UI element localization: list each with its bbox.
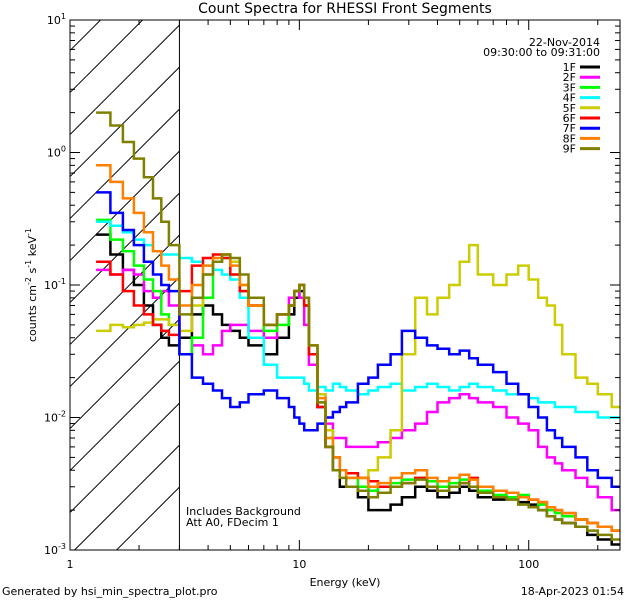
legend-label-5F: 5F (563, 102, 576, 115)
y-axis: 10-3 10-2 10-1 100 101 (44, 12, 620, 557)
annotation-background: Includes Background (186, 505, 301, 518)
hatch-line (70, 108, 180, 219)
y-tick-label: 100 (47, 145, 66, 160)
legend: 22-Nov-2014 09:30:00 to 09:31:00 1F2F3F4… (483, 36, 600, 156)
x-axis-label: Energy (keV) (310, 576, 381, 589)
legend-time-range: 09:30:00 to 09:31:00 (483, 46, 600, 59)
legend-date: 22-Nov-2014 (529, 36, 600, 49)
y-tick-label: 101 (47, 12, 66, 27)
series-layer (96, 111, 620, 546)
hatch-line (70, 24, 180, 135)
chart-title: Count Spectra for RHESSI Front Segments (198, 1, 492, 17)
y-tick-label: 10-2 (44, 410, 66, 425)
x-tick-label: 1 (67, 558, 74, 571)
y-tick-label: 10-1 (44, 277, 66, 292)
hatch-line (70, 318, 180, 429)
hatch-line (70, 150, 180, 261)
x-axis: 1 10 100 (67, 20, 599, 571)
annotation-attenuator: Att A0, FDecim 1 (186, 516, 279, 529)
legend-label-8F: 8F (563, 132, 576, 145)
hatched-region (70, 0, 180, 550)
footer-timestamp: 18-Apr-2023 01:54 (521, 585, 624, 598)
hatch-line (70, 20, 144, 93)
hatch-line (70, 66, 180, 177)
legend-label-9F: 9F (563, 143, 576, 156)
series-line-3F (96, 218, 620, 532)
footer-generated-by: Generated by hsi_min_spectra_plot.pro (2, 585, 218, 598)
hatch-line (70, 0, 179, 9)
legend-label-4F: 4F (563, 92, 576, 105)
series-line-7F (96, 191, 620, 489)
hatch-line (73, 444, 180, 550)
y-tick-label: 10-3 (44, 542, 66, 557)
legend-label-1F: 1F (563, 61, 576, 74)
legend-label-3F: 3F (563, 81, 576, 94)
hatch-line (115, 486, 180, 550)
series-line-9F (96, 111, 620, 541)
legend-label-7F: 7F (563, 122, 576, 135)
legend-label-6F: 6F (563, 112, 576, 125)
x-tick-label: 100 (518, 558, 539, 571)
hatch-line (70, 402, 180, 513)
hatch-line (70, 20, 102, 51)
hatch-line (70, 360, 180, 471)
series-line-4F (96, 220, 620, 419)
y-axis-label: counts cm-2 s-1 keV-1 (24, 228, 39, 342)
legend-label-2F: 2F (563, 71, 576, 84)
x-tick-label: 10 (292, 558, 306, 571)
